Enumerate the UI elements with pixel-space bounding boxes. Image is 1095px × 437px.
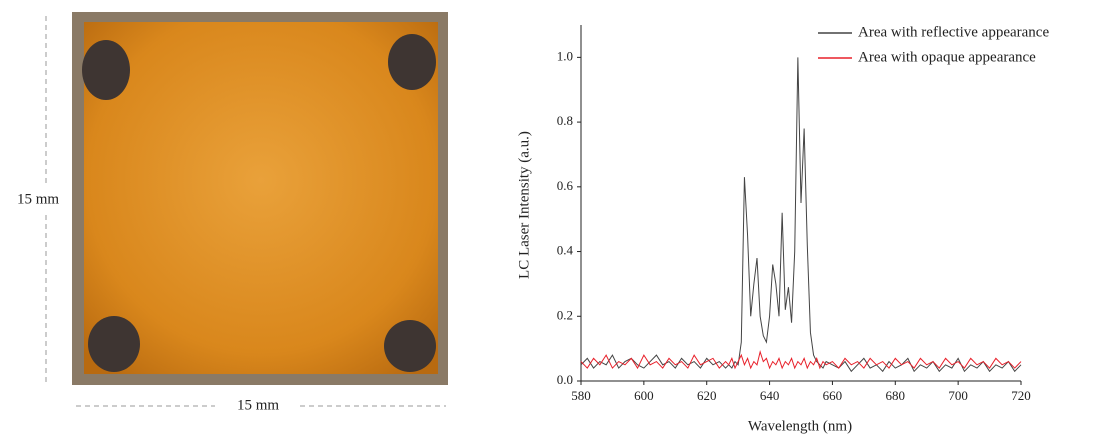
electrode [388, 34, 436, 90]
x-tick-label: 600 [634, 388, 654, 403]
height-label: 15 mm [17, 191, 59, 207]
y-tick-label: 0.2 [557, 307, 573, 322]
x-tick-label: 640 [760, 388, 780, 403]
x-tick-label: 700 [948, 388, 968, 403]
x-axis-title: Wavelength (nm) [748, 418, 852, 434]
electrode [384, 320, 436, 372]
y-tick-label: 1.0 [557, 48, 573, 63]
series-line [580, 57, 1022, 373]
x-tick-label: 720 [1011, 388, 1031, 403]
electrode [82, 40, 130, 100]
y-axis-title: LC Laser Intensity (a.u.) [516, 131, 532, 279]
x-tick-label: 580 [571, 388, 591, 403]
x-tick-label: 660 [823, 388, 843, 403]
photo-sample [84, 22, 438, 374]
legend-label: Area with opaque appearance [858, 49, 1036, 65]
y-tick-label: 0.6 [557, 178, 574, 193]
legend-label: Area with reflective appearance [858, 24, 1049, 40]
photo: 15 mm 15 mm [17, 12, 448, 413]
width-label: 15 mm [237, 397, 279, 413]
series-line [580, 350, 1022, 370]
y-tick-label: 0.8 [557, 113, 573, 128]
y-tick-label: 0.0 [557, 372, 573, 387]
y-tick-label: 0.4 [557, 243, 574, 258]
x-tick-label: 680 [886, 388, 906, 403]
electrode [88, 316, 140, 372]
x-tick-label: 620 [697, 388, 717, 403]
